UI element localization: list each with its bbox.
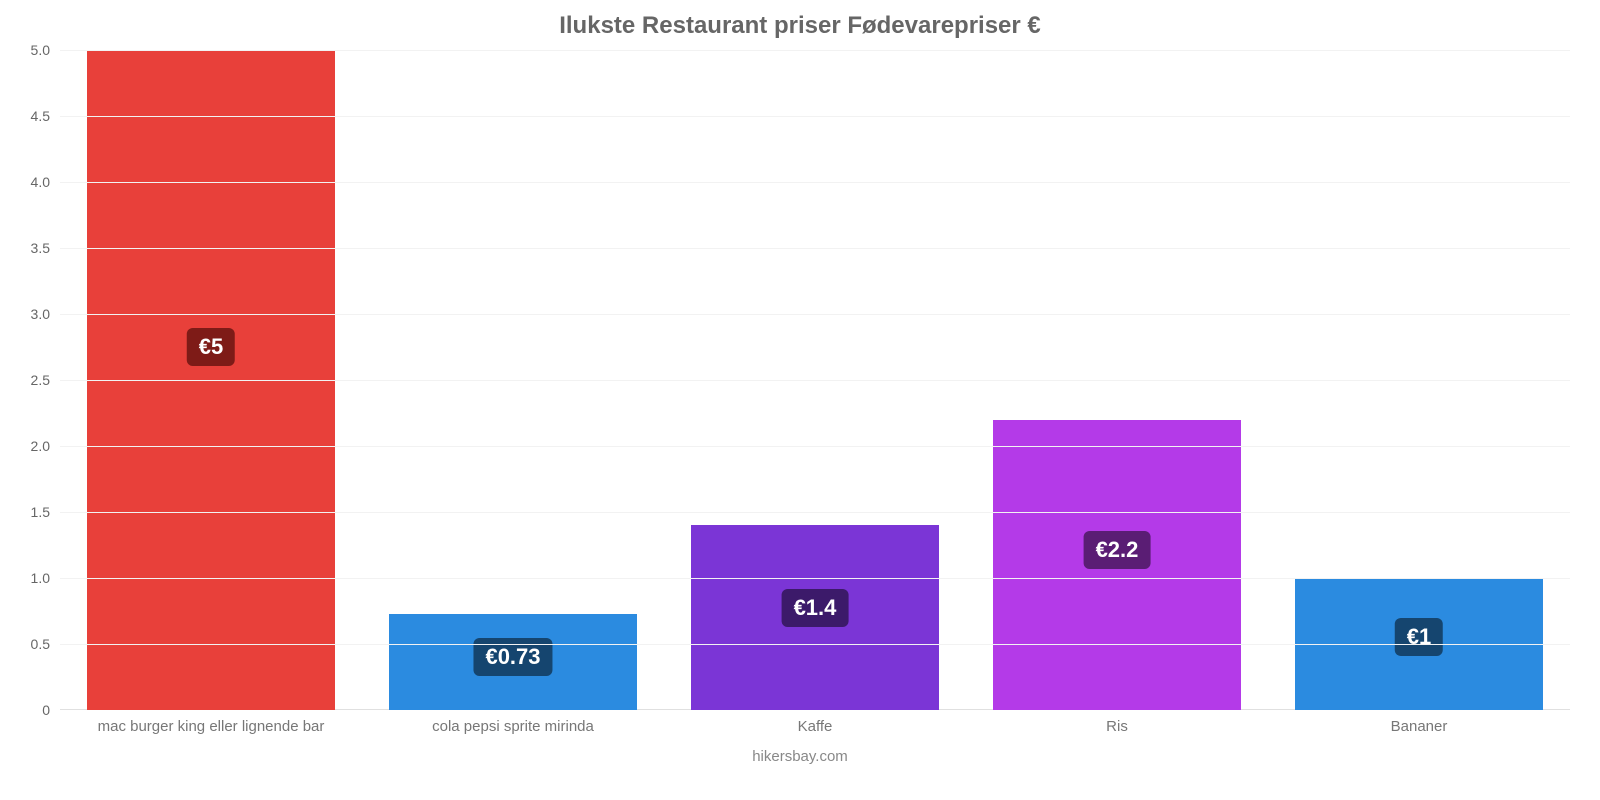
grid-line [60,512,1570,513]
grid-line [60,644,1570,645]
y-tick-label: 2.5 [10,372,50,388]
chart-credit: hikersbay.com [0,748,1600,765]
y-tick-label: 4.5 [10,108,50,124]
y-tick-label: 3.5 [10,240,50,256]
plot-area: €5€0.73€1.4€2.2€1 00.51.01.52.02.53.03.5… [60,50,1570,710]
x-tick-label: Kaffe [798,718,833,735]
y-tick-label: 2.0 [10,438,50,454]
x-tick-label: mac burger king eller lignende bar [98,718,325,735]
grid-line [60,116,1570,117]
grid-line [60,446,1570,447]
chart-title: Ilukste Restaurant priser Fødevarepriser… [0,12,1600,40]
x-tick-label: Ris [1106,718,1128,735]
bar-value-label: €1 [1395,618,1443,656]
y-tick-label: 5.0 [10,42,50,58]
grid-line [60,578,1570,579]
grid-line [60,50,1570,51]
grid-line [60,248,1570,249]
bar: €1.4 [691,525,939,710]
bar-value-label: €1.4 [782,589,849,627]
y-tick-label: 0.5 [10,636,50,652]
y-tick-label: 1.5 [10,504,50,520]
y-tick-label: 4.0 [10,174,50,190]
x-tick-label: Bananer [1391,718,1448,735]
price-bar-chart: Ilukste Restaurant priser Fødevarepriser… [0,0,1600,800]
bar-value-label: €5 [187,328,235,366]
y-tick-label: 3.0 [10,306,50,322]
bar-value-label: €2.2 [1084,531,1151,569]
bar: €2.2 [993,420,1241,710]
bar: €0.73 [389,614,637,710]
y-tick-label: 1.0 [10,570,50,586]
grid-line [60,380,1570,381]
y-tick-label: 0 [10,702,50,718]
grid-line [60,182,1570,183]
grid-line [60,314,1570,315]
x-tick-label: cola pepsi sprite mirinda [432,718,594,735]
